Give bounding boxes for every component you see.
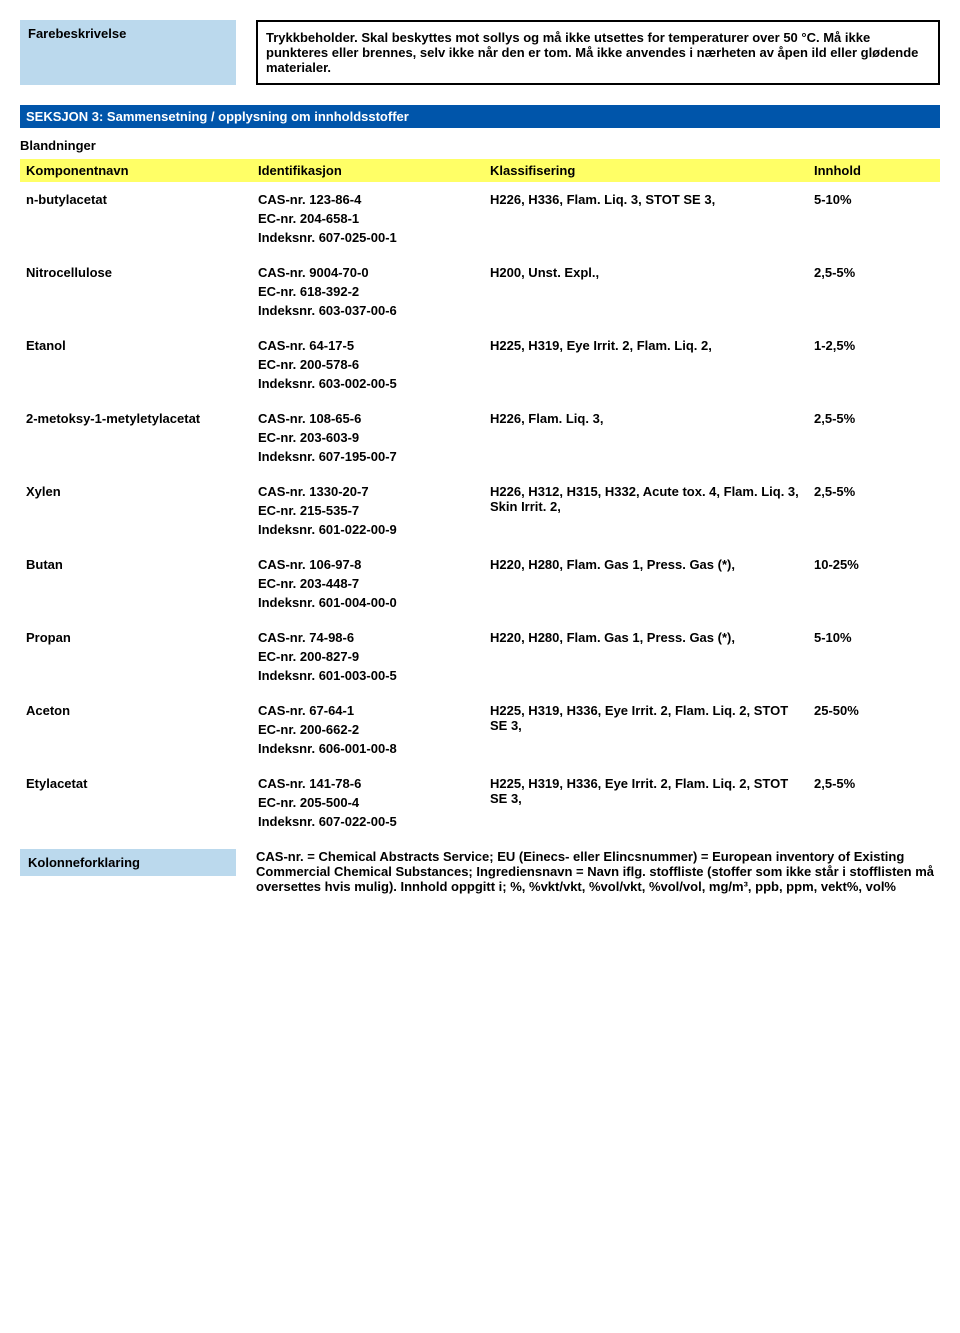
component-classification: H226, Flam. Liq. 3, [484,411,808,468]
component-identification: CAS-nr. 108-65-6 EC-nr. 203-603-9 Indeksnr… [252,411,484,468]
component-row: n-butylacetat CAS-nr. 123-86-4 EC-nr. 204-… [20,192,940,249]
ec-number: EC-nr. 200-578-6 [258,357,478,372]
component-name: Propan [20,630,252,687]
component-identification: CAS-nr. 141-78-6 EC-nr. 205-500-4 Indeksnr… [252,776,484,833]
cas-number: CAS-nr. 141-78-6 [258,776,478,791]
section-3-header: SEKSJON 3: Sammensetning / opplysning om… [20,105,940,128]
component-name: Xylen [20,484,252,541]
index-number: Indeksnr. 607-025-00-1 [258,230,478,245]
footer-label: Kolonneforklaring [20,849,236,876]
ec-number: EC-nr. 215-535-7 [258,503,478,518]
component-classification: H220, H280, Flam. Gas 1, Press. Gas (*), [484,557,808,614]
header-name: Komponentnavn [20,159,252,182]
component-name: n-butylacetat [20,192,252,249]
index-number: Indeksnr. 606-001-00-8 [258,741,478,756]
index-number: Indeksnr. 603-037-00-6 [258,303,478,318]
component-content: 1-2,5% [808,338,940,395]
component-name: Aceton [20,703,252,760]
component-classification: H225, H319, H336, Eye Irrit. 2, Flam. Li… [484,703,808,760]
hazard-description: Trykkbeholder. Skal beskyttes mot sollys… [256,20,940,85]
table-header-row: Komponentnavn Identifikasjon Klassifiser… [20,159,940,182]
component-content: 5-10% [808,630,940,687]
header-innhold: Innhold [808,159,940,182]
component-classification: H200, Unst. Expl., [484,265,808,322]
component-row: Etanol CAS-nr. 64-17-5 EC-nr. 200-578-6 Ind… [20,338,940,395]
component-content: 2,5-5% [808,265,940,322]
component-identification: CAS-nr. 123-86-4 EC-nr. 204-658-1 Indeksnr… [252,192,484,249]
ec-number: EC-nr. 203-448-7 [258,576,478,591]
cas-number: CAS-nr. 74-98-6 [258,630,478,645]
component-row: Etylacetat CAS-nr. 141-78-6 EC-nr. 205-500… [20,776,940,833]
header-ident: Identifikasjon [252,159,484,182]
ec-number: EC-nr. 204-658-1 [258,211,478,226]
component-identification: CAS-nr. 9004-70-0 EC-nr. 618-392-2 Indeksn… [252,265,484,322]
index-number: Indeksnr. 601-003-00-5 [258,668,478,683]
component-identification: CAS-nr. 1330-20-7 EC-nr. 215-535-7 Indeksn… [252,484,484,541]
cas-number: CAS-nr. 9004-70-0 [258,265,478,280]
component-classification: H220, H280, Flam. Gas 1, Press. Gas (*), [484,630,808,687]
cas-number: CAS-nr. 106-97-8 [258,557,478,572]
component-identification: CAS-nr. 74-98-6 EC-nr. 200-827-9 Indeksnr.… [252,630,484,687]
component-classification: H225, H319, H336, Eye Irrit. 2, Flam. Li… [484,776,808,833]
component-row: 2-metoksy-1-metyletylacetatCAS-nr. 108-6… [20,411,940,468]
component-content: 10-25% [808,557,940,614]
blend-heading: Blandninger [20,138,940,153]
component-content: 5-10% [808,192,940,249]
index-number: Indeksnr. 601-022-00-9 [258,522,478,537]
component-content: 2,5-5% [808,411,940,468]
cas-number: CAS-nr. 108-65-6 [258,411,478,426]
ec-number: EC-nr. 200-662-2 [258,722,478,737]
ec-number: EC-nr. 200-827-9 [258,649,478,664]
component-name: Etylacetat [20,776,252,833]
component-classification: H225, H319, Eye Irrit. 2, Flam. Liq. 2, [484,338,808,395]
index-number: Indeksnr. 607-195-00-7 [258,449,478,464]
ec-number: EC-nr. 618-392-2 [258,284,478,299]
component-identification: CAS-nr. 64-17-5 EC-nr. 200-578-6 Indeksnr.… [252,338,484,395]
component-name: Butan [20,557,252,614]
ec-number: EC-nr. 203-603-9 [258,430,478,445]
component-content: 25-50% [808,703,940,760]
cas-number: CAS-nr. 67-64-1 [258,703,478,718]
component-identification: CAS-nr. 67-64-1 EC-nr. 200-662-2 Indeksnr.… [252,703,484,760]
component-row: Aceton CAS-nr. 67-64-1 EC-nr. 200-662-2 Ind… [20,703,940,760]
cas-number: CAS-nr. 64-17-5 [258,338,478,353]
component-row: Nitrocellulose CAS-nr. 9004-70-0 EC-nr. 61… [20,265,940,322]
component-row: Xylen CAS-nr. 1330-20-7 EC-nr. 215-535-7 In… [20,484,940,541]
component-name: Nitrocellulose [20,265,252,322]
cas-number: CAS-nr. 123-86-4 [258,192,478,207]
component-classification: H226, H336, Flam. Liq. 3, STOT SE 3, [484,192,808,249]
cas-number: CAS-nr. 1330-20-7 [258,484,478,499]
index-number: Indeksnr. 601-004-00-0 [258,595,478,610]
component-content: 2,5-5% [808,484,940,541]
component-content: 2,5-5% [808,776,940,833]
header-class: Klassifisering [484,159,808,182]
ec-number: EC-nr. 205-500-4 [258,795,478,810]
component-name: Etanol [20,338,252,395]
footer-text: CAS-nr. = Chemical Abstracts Service; EU… [256,849,940,894]
component-classification: H226, H312, H315, H332, Acute tox. 4, Fl… [484,484,808,541]
component-row: Propan CAS-nr. 74-98-6 EC-nr. 200-827-9 Ind… [20,630,940,687]
index-number: Indeksnr. 607-022-00-5 [258,814,478,829]
component-name: 2-metoksy-1-metyletylacetat [20,411,252,468]
index-number: Indeksnr. 603-002-00-5 [258,376,478,391]
hazard-label: Farebeskrivelse [20,20,236,85]
component-identification: CAS-nr. 106-97-8 EC-nr. 203-448-7 Indeksnr… [252,557,484,614]
component-row: Butan CAS-nr. 106-97-8 EC-nr. 203-448-7 Ind… [20,557,940,614]
